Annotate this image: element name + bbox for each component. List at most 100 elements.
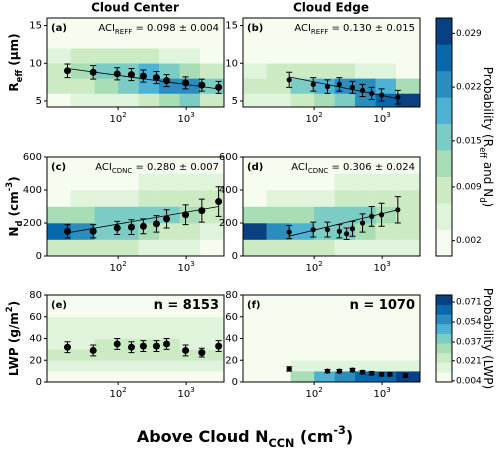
colorbar-step (436, 123, 452, 151)
heat-cell (70, 223, 95, 240)
heat-cell (70, 78, 95, 94)
heat-cell (290, 223, 315, 240)
heat-cell (355, 18, 376, 34)
heat-cell (118, 78, 139, 94)
heat-cell (179, 338, 201, 350)
heat-cell (375, 223, 397, 240)
heat-cell (355, 349, 376, 361)
heat-cell (94, 173, 119, 191)
point (127, 223, 135, 231)
heat-cell (159, 93, 180, 107)
text-part: 2 (122, 260, 126, 268)
heat-cell (375, 295, 397, 318)
heat-cell (314, 93, 335, 107)
heat-cell (396, 239, 420, 256)
heat-cell (243, 63, 267, 79)
heat-cell (375, 157, 397, 174)
y-tick-label: 400 (23, 185, 42, 196)
y-tick-label: 200 (23, 218, 42, 229)
heat-cell (355, 371, 376, 382)
heat-cell (290, 190, 315, 207)
heat-cell (70, 338, 95, 350)
plot-frame (46, 17, 225, 108)
colorbar-step (436, 176, 452, 204)
column-title: Cloud Center (91, 1, 179, 15)
heat-cell (375, 78, 397, 94)
colorbar: 0.002 0.009 0.015 0.022 0.029 Probability (Re… (435, 17, 496, 257)
point (163, 215, 171, 223)
colorbar-tick-label: 0.054 (456, 318, 482, 328)
heat-cell (200, 371, 224, 382)
heat-cell (266, 360, 291, 372)
heat-cell (314, 190, 335, 207)
text-part: 3 (190, 260, 194, 268)
heat-cell (314, 206, 335, 224)
heat-cell (179, 173, 201, 191)
text-part: d (14, 221, 24, 227)
heat-cell (70, 349, 95, 361)
text-part: = 0.098 ± 0.004 (132, 23, 219, 34)
heat-cell (266, 295, 291, 318)
heat-cell (243, 338, 267, 350)
x-tick-label: 103 (178, 386, 195, 400)
heat-cell (290, 157, 315, 174)
heat-cell (334, 33, 356, 49)
heat-cell (243, 173, 267, 191)
heat-cell (334, 338, 356, 350)
text-part: N (7, 227, 21, 237)
heat-cell (138, 360, 160, 372)
heat-cell (118, 18, 139, 34)
point (324, 227, 331, 233)
text-part: (cm (294, 427, 333, 446)
heat-cell (118, 349, 139, 361)
heat-cell (138, 190, 160, 207)
point (395, 94, 401, 100)
text-part: 3 (190, 386, 194, 394)
heat-cell (118, 371, 139, 382)
y-tick-label: 400 (219, 185, 238, 196)
heat-cell (47, 371, 71, 382)
colorbar-tick-label: 0.004 (456, 376, 482, 386)
annotation: ACIREFF = 0.130 ± 0.015 (294, 23, 415, 36)
text-part: ) (482, 203, 496, 208)
heat-cell (118, 48, 139, 64)
heat-cell (290, 93, 315, 107)
heat-cell (396, 360, 420, 372)
heat-cell (70, 295, 95, 318)
heat-cell (290, 360, 315, 372)
y-tick-label: 20 (225, 355, 238, 366)
heat-cell (266, 18, 291, 34)
y-tick-label: 40 (225, 334, 238, 345)
heat-cell (159, 371, 180, 382)
heat-cell (334, 173, 356, 191)
point (182, 346, 190, 354)
heat-cell (200, 63, 224, 79)
y-tick-label: 60 (29, 312, 42, 323)
heat-cell (47, 63, 71, 79)
y-tick-label: 15 (225, 21, 238, 32)
heat-cell (138, 48, 160, 64)
heat-cell (179, 33, 201, 49)
heatmap (47, 157, 224, 256)
y-tick-label: 60 (225, 312, 238, 323)
heat-cell (243, 349, 267, 361)
heat-cell (94, 78, 119, 94)
point (378, 371, 385, 377)
heat-cell (334, 316, 356, 339)
text-part: ) (7, 301, 21, 306)
heat-cell (138, 239, 160, 256)
heat-cell (118, 33, 139, 49)
heat-cell (200, 349, 224, 361)
text-part: 2 (318, 386, 322, 394)
x-tick-label: 102 (306, 386, 323, 400)
heat-cell (355, 190, 376, 207)
x-tick-label: 103 (374, 111, 391, 125)
text-part: 10 (374, 263, 387, 274)
heat-cell (355, 338, 376, 350)
point (286, 229, 292, 235)
heat-cell (70, 239, 95, 256)
heat-cell (396, 349, 420, 361)
point (163, 77, 171, 85)
heat-cell (396, 316, 420, 339)
